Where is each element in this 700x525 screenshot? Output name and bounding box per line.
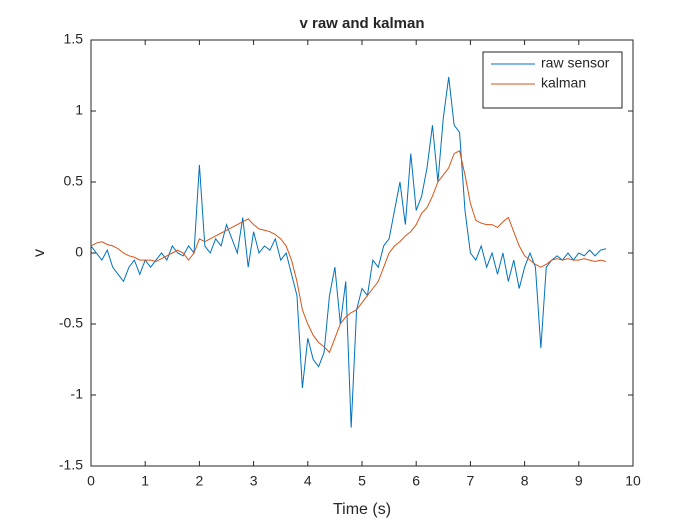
- x-tick-label: 2: [196, 473, 204, 489]
- x-tick-label: 10: [625, 473, 641, 489]
- y-tick-label: 0.5: [64, 173, 84, 189]
- y-tick-label: 1.5: [64, 31, 84, 47]
- data-line: [90, 76, 607, 428]
- x-tick-label: 8: [521, 473, 529, 489]
- legend-label: kalman: [541, 75, 586, 91]
- y-tick-label: 0: [75, 244, 83, 260]
- x-tick-label: 1: [141, 473, 149, 489]
- x-tick-label: 7: [467, 473, 475, 489]
- x-tick-label: 5: [358, 473, 366, 489]
- data-line: [90, 150, 607, 354]
- legend-box: [482, 51, 623, 109]
- legend-label: raw sensor: [541, 55, 610, 71]
- x-tick-label: 6: [412, 473, 420, 489]
- x-tick-label: 4: [304, 473, 312, 489]
- x-tick-label: 0: [87, 473, 95, 489]
- x-tick-label: 9: [575, 473, 583, 489]
- y-tick-label: 1: [75, 102, 83, 118]
- y-axis-label: v: [31, 249, 48, 257]
- x-axis-label: Time (s): [333, 501, 391, 518]
- y-tick-label: -1.5: [59, 457, 83, 473]
- y-tick-label: -0.5: [59, 315, 83, 331]
- chart-title: v raw and kalman: [299, 15, 424, 32]
- x-tick-label: 3: [250, 473, 258, 489]
- y-tick-label: -1: [71, 386, 84, 402]
